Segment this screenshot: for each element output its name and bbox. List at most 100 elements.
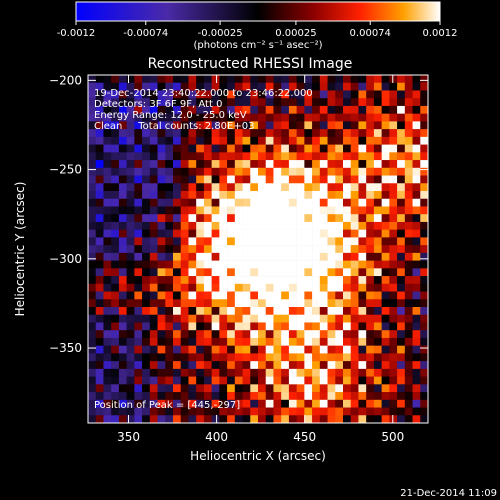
- heatmap-cell: [265, 337, 274, 346]
- heatmap-cell: [227, 121, 236, 130]
- x-tick-label: 400: [205, 430, 228, 444]
- heatmap-cell: [366, 98, 375, 107]
- colorbar-tick-label: 0.0012: [423, 28, 458, 39]
- heatmap-cell: [288, 330, 297, 339]
- heatmap-cell: [312, 82, 321, 91]
- heatmap-cell: [95, 268, 104, 277]
- heatmap-cell: [227, 291, 236, 300]
- heatmap-cell: [142, 198, 151, 207]
- heatmap-cell: [358, 368, 367, 377]
- heatmap-cell: [312, 113, 321, 122]
- heatmap-cell: [242, 129, 251, 138]
- heatmap-cell: [211, 90, 220, 99]
- heatmap-cell: [103, 214, 112, 223]
- heatmap-cell: [397, 368, 406, 377]
- heatmap-cell: [381, 198, 390, 207]
- heatmap-cell: [111, 136, 120, 145]
- heatmap-cell: [281, 376, 290, 385]
- heatmap-cell: [126, 291, 135, 300]
- heatmap-cell: [103, 191, 112, 200]
- heatmap-cell: [219, 105, 228, 114]
- heatmap-cell: [134, 291, 143, 300]
- heatmap-cell: [273, 415, 282, 424]
- heatmap-cell: [319, 322, 328, 331]
- heatmap-cell: [219, 175, 228, 184]
- heatmap-cell: [95, 191, 104, 200]
- heatmap-cell: [188, 113, 197, 122]
- heatmap-cell: [373, 175, 382, 184]
- heatmap-cell: [420, 299, 429, 308]
- heatmap-cell: [134, 384, 143, 393]
- heatmap-cell: [412, 144, 421, 153]
- heatmap-cell: [134, 322, 143, 331]
- heatmap-cell: [126, 221, 135, 230]
- heatmap-cell: [118, 237, 127, 246]
- heatmap-cell: [203, 260, 212, 269]
- heatmap-cell: [412, 314, 421, 323]
- heatmap-cell: [327, 407, 336, 416]
- heatmap-cell: [188, 252, 197, 261]
- heatmap-cell: [397, 283, 406, 292]
- heatmap-cell: [265, 136, 274, 145]
- heatmap-cell: [157, 399, 166, 408]
- heatmap-cell: [134, 415, 143, 424]
- heatmap-cell: [134, 198, 143, 207]
- heatmap-cell: [358, 183, 367, 192]
- heatmap-cell: [327, 175, 336, 184]
- heatmap-cell: [103, 376, 112, 385]
- heatmap-cell: [343, 330, 352, 339]
- heatmap-cell: [381, 121, 390, 130]
- heatmap-cell: [319, 121, 328, 130]
- heatmap-cell: [165, 276, 174, 285]
- heatmap-cell: [281, 90, 290, 99]
- heatmap-cell: [358, 75, 367, 84]
- heatmap-cell: [157, 415, 166, 424]
- heatmap-cell: [165, 268, 174, 277]
- heatmap-cell: [126, 314, 135, 323]
- heatmap-cell: [319, 229, 328, 238]
- heatmap-cell: [373, 276, 382, 285]
- heatmap-cell: [250, 191, 259, 200]
- heatmap-cell: [265, 191, 274, 200]
- heatmap-cell: [312, 90, 321, 99]
- annotation-clean-counts: Clean Total counts: 2.80E+03: [94, 121, 254, 132]
- heatmap-cell: [397, 353, 406, 362]
- heatmap-cell: [203, 307, 212, 316]
- heatmap-cell: [350, 206, 359, 215]
- heatmap-cell: [250, 167, 259, 176]
- heatmap-cell: [188, 345, 197, 354]
- heatmap-cell: [126, 191, 135, 200]
- heatmap-cell: [203, 268, 212, 277]
- heatmap-cell: [420, 214, 429, 223]
- heatmap-cell: [165, 82, 174, 91]
- heatmap-cell: [173, 291, 182, 300]
- heatmap-cell: [296, 337, 305, 346]
- heatmap-cell: [397, 276, 406, 285]
- heatmap-cell: [173, 183, 182, 192]
- heatmap-cell: [234, 399, 243, 408]
- heatmap-cell: [234, 330, 243, 339]
- heatmap-cell: [358, 198, 367, 207]
- heatmap-cell: [95, 198, 104, 207]
- heatmap-cell: [296, 376, 305, 385]
- heatmap-cell: [288, 82, 297, 91]
- heatmap-cell: [134, 260, 143, 269]
- heatmap-cell: [335, 399, 344, 408]
- heatmap-cell: [180, 75, 189, 84]
- heatmap-cell: [389, 113, 398, 122]
- heatmap-cell: [288, 214, 297, 223]
- heatmap-cell: [196, 384, 205, 393]
- heatmap-cell: [211, 183, 220, 192]
- heatmap-cell: [126, 345, 135, 354]
- heatmap-cell: [95, 384, 104, 393]
- heatmap-cell: [312, 283, 321, 292]
- heatmap-cell: [265, 376, 274, 385]
- heatmap-cell: [219, 415, 228, 424]
- heatmap-cell: [389, 121, 398, 130]
- heatmap-cell: [327, 90, 336, 99]
- heatmap-cell: [234, 276, 243, 285]
- heatmap-cell: [420, 245, 429, 254]
- heatmap-cell: [358, 376, 367, 385]
- heatmap-cell: [350, 260, 359, 269]
- heatmap-cell: [389, 183, 398, 192]
